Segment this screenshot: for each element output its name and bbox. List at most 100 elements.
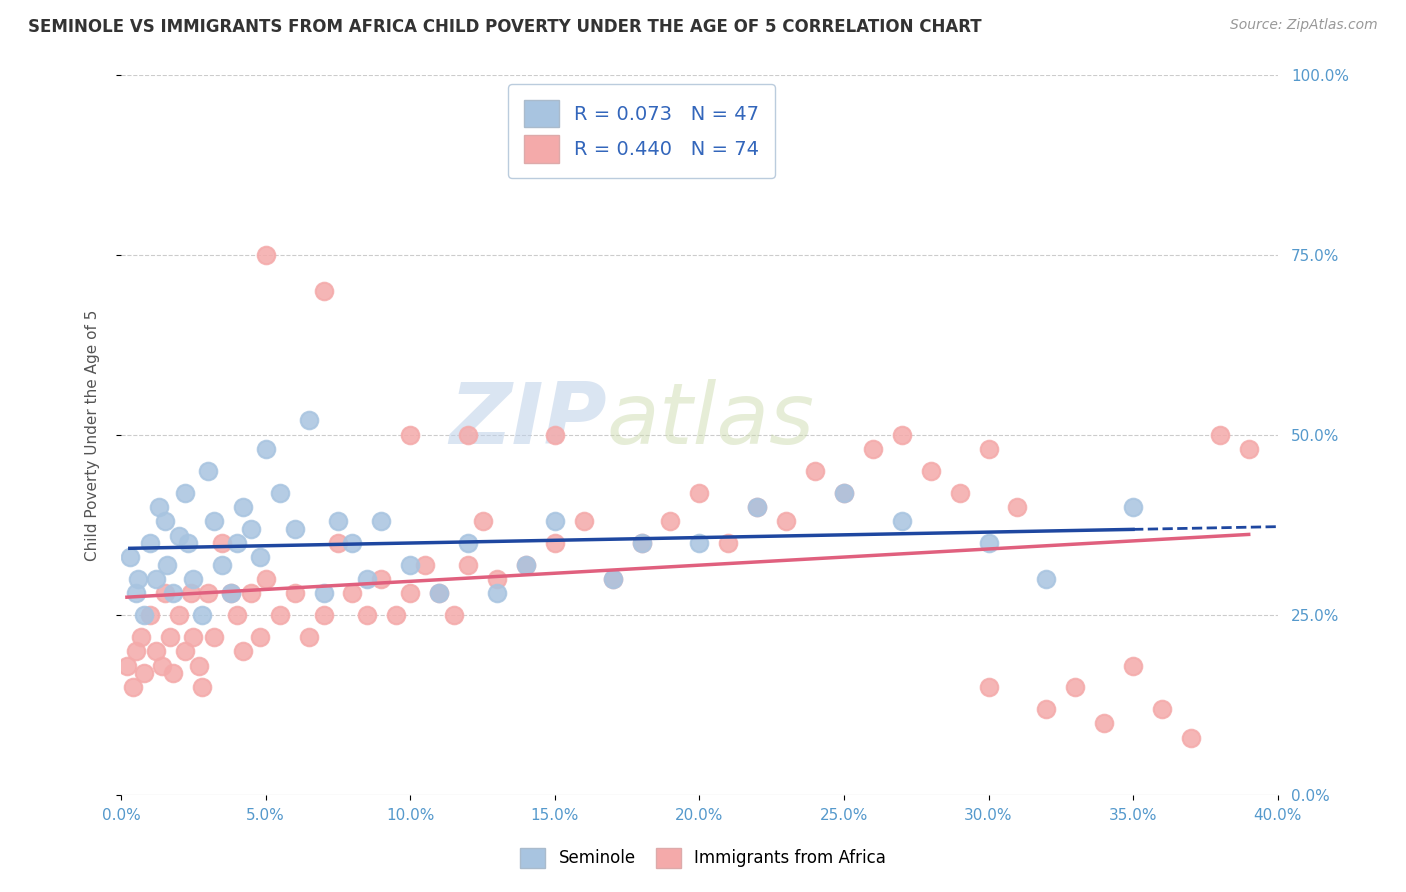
Legend: Seminole, Immigrants from Africa: Seminole, Immigrants from Africa	[513, 841, 893, 875]
Point	[572, 515, 595, 529]
Point	[284, 522, 307, 536]
Point	[269, 608, 291, 623]
Point	[747, 500, 769, 514]
Point	[167, 529, 190, 543]
Point	[356, 572, 378, 586]
Point	[1064, 680, 1087, 694]
Point	[167, 608, 190, 623]
Point	[1237, 442, 1260, 457]
Point	[515, 558, 537, 572]
Point	[254, 442, 277, 457]
Point	[457, 428, 479, 442]
Point	[717, 536, 740, 550]
Point	[202, 515, 225, 529]
Point	[139, 608, 162, 623]
Point	[832, 485, 855, 500]
Point	[159, 630, 181, 644]
Point	[121, 680, 143, 694]
Point	[232, 500, 254, 514]
Point	[427, 586, 450, 600]
Point	[240, 586, 263, 600]
Point	[180, 586, 202, 600]
Point	[457, 536, 479, 550]
Point	[202, 630, 225, 644]
Text: SEMINOLE VS IMMIGRANTS FROM AFRICA CHILD POVERTY UNDER THE AGE OF 5 CORRELATION : SEMINOLE VS IMMIGRANTS FROM AFRICA CHILD…	[28, 18, 981, 36]
Point	[153, 586, 176, 600]
Point	[832, 485, 855, 500]
Point	[948, 485, 970, 500]
Point	[188, 658, 211, 673]
Point	[225, 608, 247, 623]
Point	[150, 658, 173, 673]
Point	[890, 515, 912, 529]
Point	[399, 558, 422, 572]
Point	[124, 586, 146, 600]
Point	[312, 586, 335, 600]
Point	[326, 536, 349, 550]
Point	[1007, 500, 1029, 514]
Point	[862, 442, 884, 457]
Point	[630, 536, 652, 550]
Point	[385, 608, 408, 623]
Point	[326, 515, 349, 529]
Point	[804, 464, 827, 478]
Point	[269, 485, 291, 500]
Point	[920, 464, 942, 478]
Point	[630, 536, 652, 550]
Text: Source: ZipAtlas.com: Source: ZipAtlas.com	[1230, 18, 1378, 32]
Point	[284, 586, 307, 600]
Point	[312, 608, 335, 623]
Point	[1150, 702, 1173, 716]
Point	[211, 536, 233, 550]
Point	[139, 536, 162, 550]
Point	[399, 586, 422, 600]
Point	[443, 608, 465, 623]
Point	[1035, 572, 1057, 586]
Point	[118, 550, 141, 565]
Point	[747, 500, 769, 514]
Point	[191, 680, 214, 694]
Point	[232, 644, 254, 658]
Point	[1209, 428, 1232, 442]
Point	[544, 536, 567, 550]
Point	[1122, 500, 1144, 514]
Y-axis label: Child Poverty Under the Age of 5: Child Poverty Under the Age of 5	[86, 310, 100, 560]
Point	[183, 630, 205, 644]
Point	[298, 630, 321, 644]
Text: atlas: atlas	[607, 379, 815, 462]
Point	[156, 558, 179, 572]
Point	[145, 572, 167, 586]
Point	[602, 572, 624, 586]
Point	[148, 500, 170, 514]
Point	[162, 665, 184, 680]
Point	[183, 572, 205, 586]
Point	[254, 572, 277, 586]
Point	[1035, 702, 1057, 716]
Point	[127, 572, 149, 586]
Point	[197, 464, 219, 478]
Point	[775, 515, 797, 529]
Point	[342, 536, 364, 550]
Point	[977, 536, 1000, 550]
Point	[399, 428, 422, 442]
Point	[413, 558, 436, 572]
Point	[427, 586, 450, 600]
Point	[298, 413, 321, 427]
Point	[134, 608, 156, 623]
Point	[544, 515, 567, 529]
Point	[1180, 731, 1202, 745]
Point	[342, 586, 364, 600]
Point	[370, 515, 392, 529]
Point	[249, 550, 271, 565]
Point	[176, 536, 198, 550]
Point	[225, 536, 247, 550]
Point	[211, 558, 233, 572]
Point	[977, 442, 1000, 457]
Point	[240, 522, 263, 536]
Point	[1092, 716, 1115, 731]
Point	[1122, 658, 1144, 673]
Point	[153, 515, 176, 529]
Point	[977, 680, 1000, 694]
Legend: R = 0.073   N = 47, R = 0.440   N = 74: R = 0.073 N = 47, R = 0.440 N = 74	[508, 84, 775, 178]
Point	[485, 572, 508, 586]
